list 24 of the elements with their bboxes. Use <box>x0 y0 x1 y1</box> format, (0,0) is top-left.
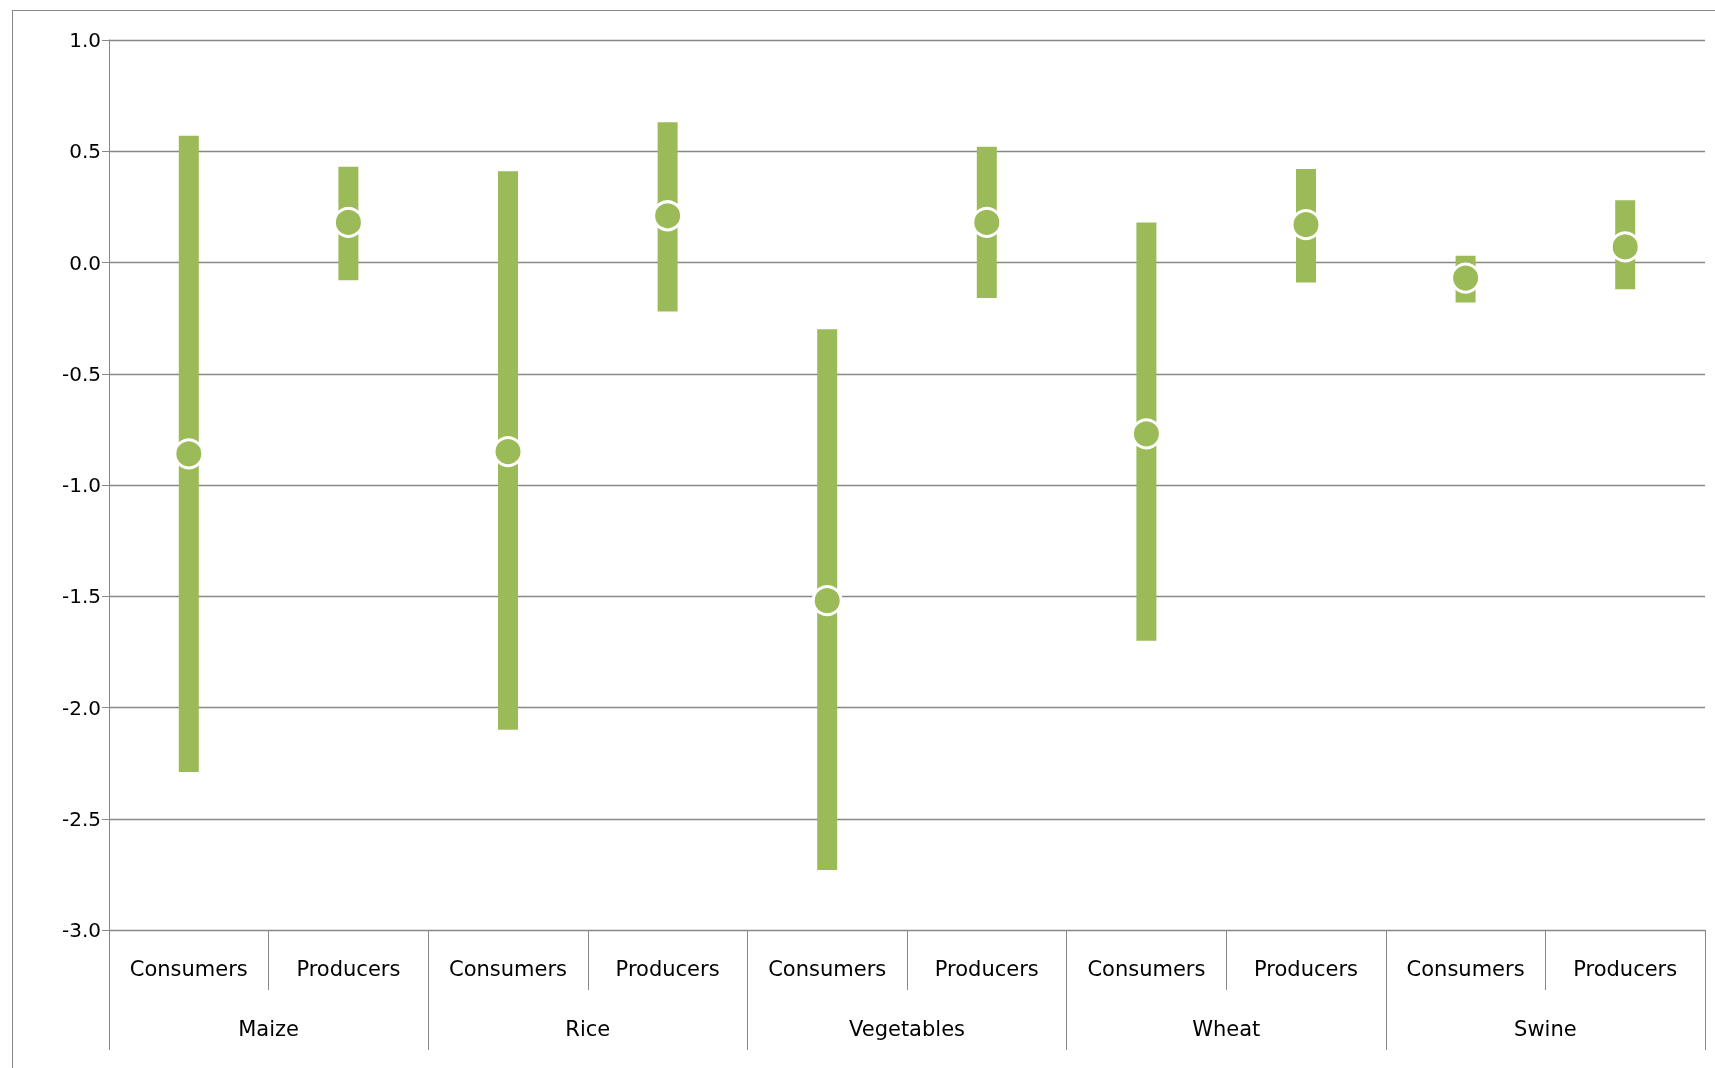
y-tick-label: -3.0 <box>61 918 101 942</box>
y-tick-label: -2.0 <box>61 695 101 720</box>
x-tick-label: Producers <box>615 956 720 981</box>
y-tick-label: 1.0 <box>69 28 101 52</box>
x-tick-label: Consumers <box>129 956 248 981</box>
text: Vegetables <box>848 1016 966 1041</box>
x-tick-label: Producers <box>1254 956 1358 981</box>
text: Rice <box>565 1016 611 1041</box>
y-tick-label: -0.5 <box>61 361 101 386</box>
x-tick-label: Producers <box>296 956 401 981</box>
y-tick-label: -1.0 <box>61 473 101 497</box>
x-tick-label: Producers <box>1573 956 1678 981</box>
text: Swine <box>1514 1016 1577 1041</box>
text: Maize <box>238 1016 299 1041</box>
y-tick-label: 0.5 <box>69 139 101 164</box>
y-tick-label: -2.5 <box>61 806 101 831</box>
x-tick-label: Consumers <box>768 956 887 981</box>
x-tick-label: Consumers <box>1087 956 1206 981</box>
y-tick-label: -1.5 <box>61 584 101 609</box>
x-tick-label: Consumers <box>1406 956 1525 981</box>
x-tick-label: Producers <box>934 956 1039 981</box>
text: Wheat <box>1192 1016 1261 1041</box>
x-tick-label: Consumers <box>448 956 568 981</box>
y-tick-label: 0.0 <box>69 250 101 275</box>
